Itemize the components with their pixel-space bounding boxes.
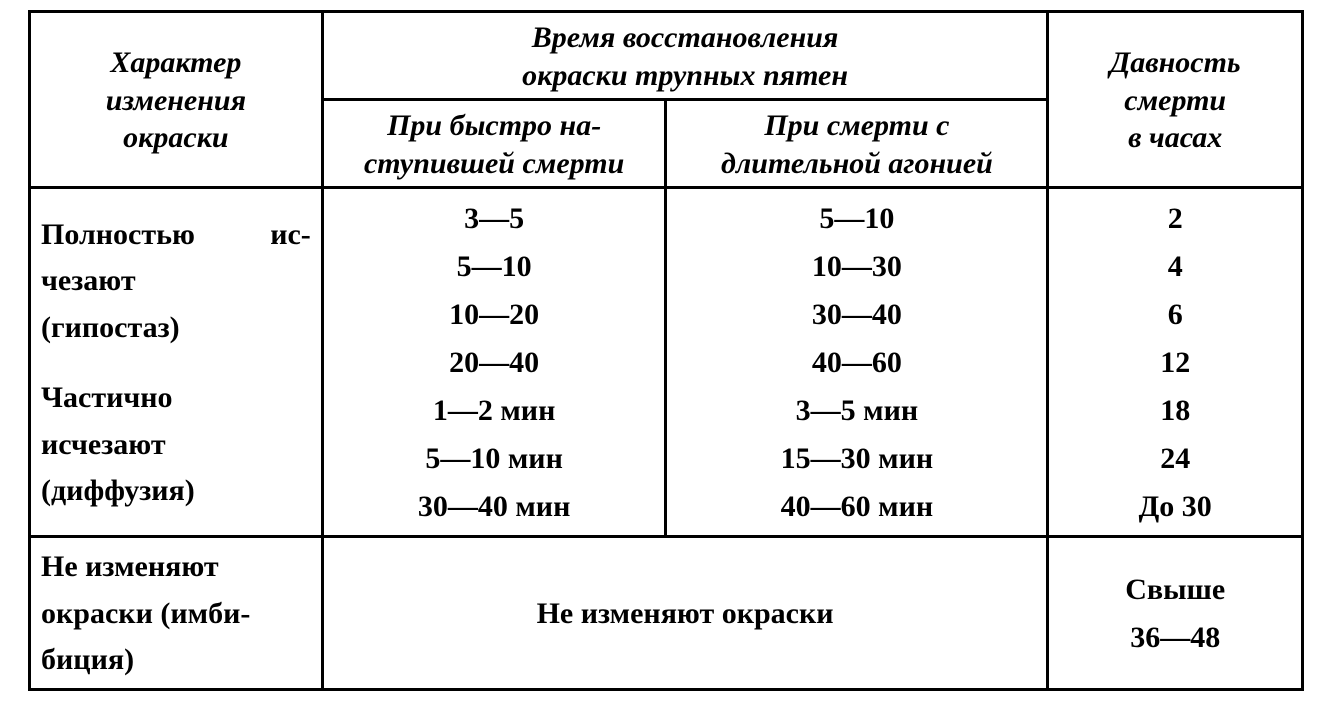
header-col3: Давностьсмертив часах bbox=[1048, 12, 1303, 188]
hours-6: До 30 bbox=[1059, 483, 1291, 531]
row2-label-cell: Не изменяют окраски (имби- биция) bbox=[30, 537, 323, 690]
row2-hours-cell: Свыше 36—48 bbox=[1048, 537, 1303, 690]
hours-2: 6 bbox=[1059, 291, 1291, 339]
header-col2b: При смерти сдлительной агонией bbox=[666, 100, 1048, 188]
row1-label-line2: чезают bbox=[41, 258, 311, 305]
hours-1: 4 bbox=[1059, 243, 1291, 291]
table-row: Полностью ис- чезают (гипостаз) Частично… bbox=[30, 188, 1303, 537]
slow-6: 40—60 мин bbox=[677, 483, 1036, 531]
fast-5: 5—10 мин bbox=[334, 435, 655, 483]
row1-label-line3: (гипостаз) bbox=[41, 305, 311, 352]
header-col2-group: Время восстановленияокраски трупных пяте… bbox=[322, 12, 1048, 100]
header-col2b-text: При смерти сдлительной агонией bbox=[721, 109, 993, 180]
row2-merged-cell: Не изменяют окраски bbox=[322, 537, 1048, 690]
row2-merged-text: Не изменяют окраски bbox=[537, 597, 834, 630]
row1b-label-line1: Частично bbox=[41, 375, 311, 422]
fast-0: 3—5 bbox=[334, 195, 655, 243]
row1-label-line1-right: ис- bbox=[270, 212, 311, 259]
row1b-label-line3: (диффузия) bbox=[41, 468, 311, 515]
hours-3: 12 bbox=[1059, 339, 1291, 387]
fast-6: 30—40 мин bbox=[334, 483, 655, 531]
forensic-table: Характеризмененияокраски Время восстанов… bbox=[28, 10, 1304, 691]
row1-label-line1: Полностью ис- bbox=[41, 212, 311, 259]
row1b-label-line2: исчезают bbox=[41, 422, 311, 469]
fast-1: 5—10 bbox=[334, 243, 655, 291]
row1-label-line1-left: Полностью bbox=[41, 212, 195, 259]
slow-3: 40—60 bbox=[677, 339, 1036, 387]
row1-label-cell: Полностью ис- чезают (гипостаз) Частично… bbox=[30, 188, 323, 537]
hours-5: 24 bbox=[1059, 435, 1291, 483]
header-col2a: При быстро на-ступившей смерти bbox=[322, 100, 666, 188]
slow-4: 3—5 мин bbox=[677, 387, 1036, 435]
header-col3-text: Давностьсмертив часах bbox=[1110, 46, 1241, 154]
slow-0: 5—10 bbox=[677, 195, 1036, 243]
slow-1: 10—30 bbox=[677, 243, 1036, 291]
row2-hours-line1: Свыше bbox=[1059, 566, 1291, 614]
table-row: Не изменяют окраски (имби- биция) Не изм… bbox=[30, 537, 1303, 690]
row2-label-line2: окраски (имби- bbox=[41, 591, 311, 638]
row2-hours-line2: 36—48 bbox=[1059, 614, 1291, 662]
row2-label-line1: Не изменяют bbox=[41, 544, 311, 591]
fast-4: 1—2 мин bbox=[334, 387, 655, 435]
slow-5: 15—30 мин bbox=[677, 435, 1036, 483]
row1-fast-cell: 3—5 5—10 10—20 20—40 1—2 мин 5—10 мин 30… bbox=[322, 188, 666, 537]
table-body: Полностью ис- чезают (гипостаз) Частично… bbox=[30, 188, 1303, 690]
header-col1: Характеризмененияокраски bbox=[30, 12, 323, 188]
row1-slow-cell: 5—10 10—30 30—40 40—60 3—5 мин 15—30 мин… bbox=[666, 188, 1048, 537]
header-col2-group-text: Время восстановленияокраски трупных пяте… bbox=[522, 21, 848, 92]
page-container: Характеризмененияокраски Время восстанов… bbox=[0, 0, 1332, 720]
table-header: Характеризмененияокраски Время восстанов… bbox=[30, 12, 1303, 188]
row1-hours-cell: 2 4 6 12 18 24 До 30 bbox=[1048, 188, 1303, 537]
header-col2a-text: При быстро на-ступившей смерти bbox=[364, 109, 624, 180]
row2-label-line3: биция) bbox=[41, 637, 311, 684]
header-col1-l1: Характеризмененияокраски bbox=[106, 46, 246, 154]
hours-4: 18 bbox=[1059, 387, 1291, 435]
hours-0: 2 bbox=[1059, 195, 1291, 243]
fast-3: 20—40 bbox=[334, 339, 655, 387]
slow-2: 30—40 bbox=[677, 291, 1036, 339]
fast-2: 10—20 bbox=[334, 291, 655, 339]
